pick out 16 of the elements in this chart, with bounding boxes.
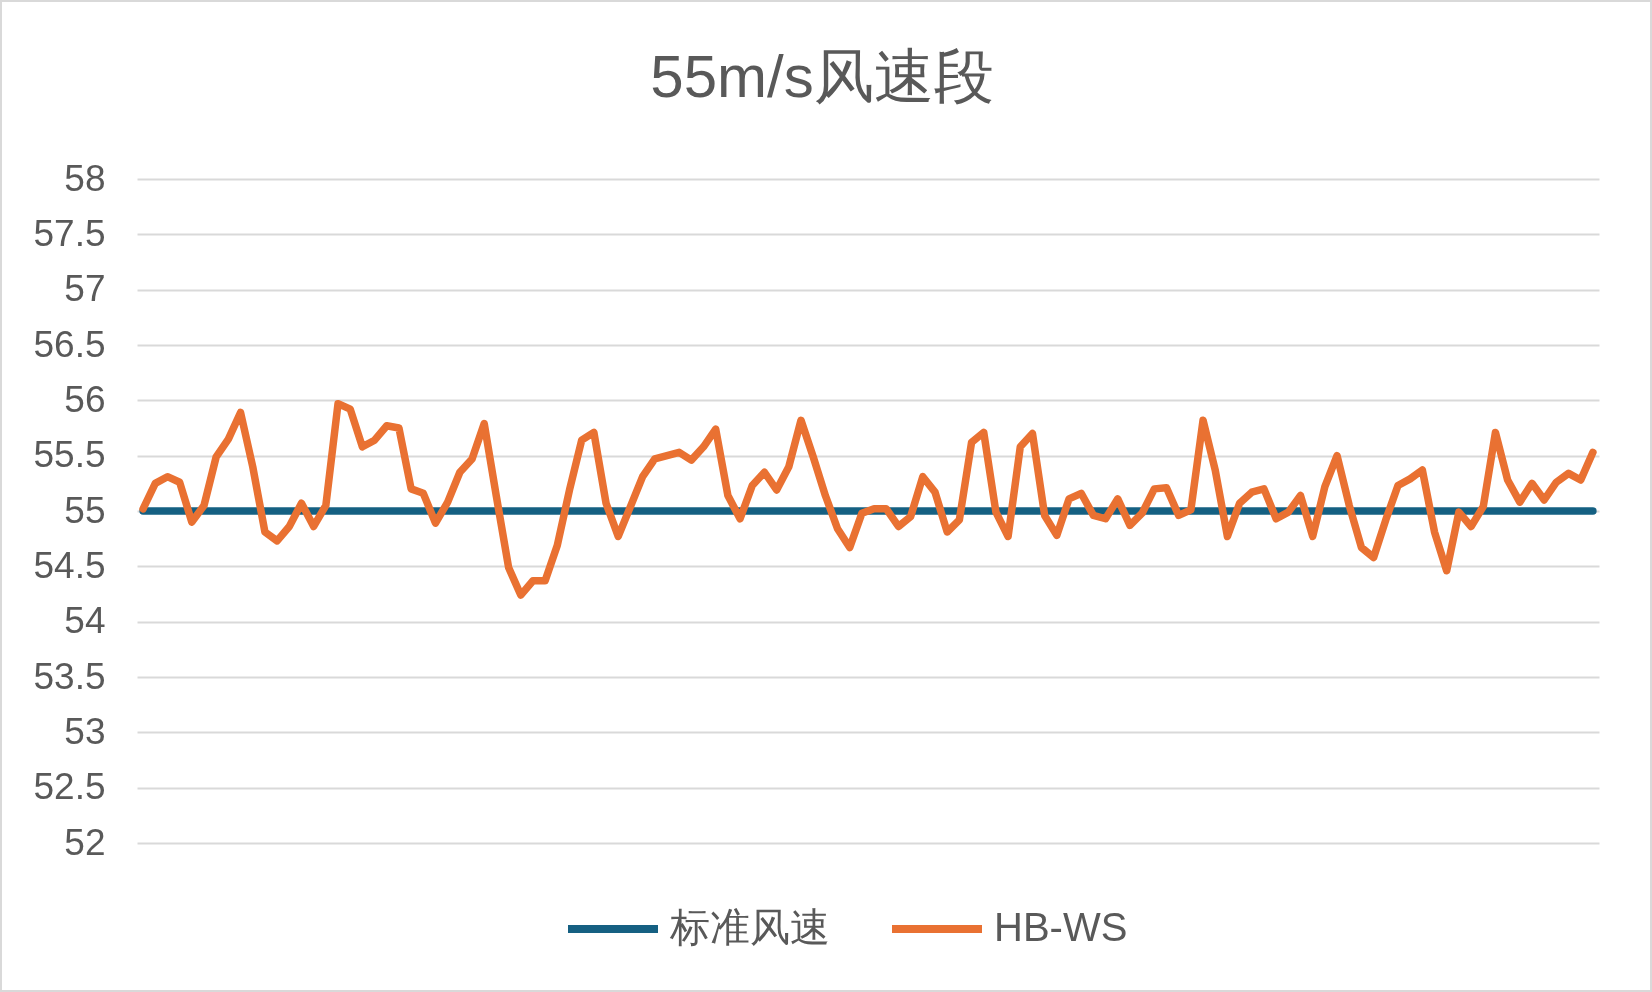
y-tick-label: 54.5	[33, 544, 106, 586]
y-tick-label: 52	[64, 821, 106, 863]
y-tick-label: 56.5	[33, 323, 106, 365]
y-tick-label: 58	[64, 157, 106, 199]
legend-label: 标准风速	[669, 905, 830, 949]
y-tick-label: 54	[64, 600, 106, 642]
y-tick-label: 52.5	[33, 766, 106, 808]
y-tick-label: 56	[64, 378, 106, 420]
y-tick-label: 53	[64, 710, 106, 752]
chart-title: 55m/s风速段	[650, 43, 994, 110]
y-tick-label: 55	[64, 489, 106, 531]
legend-label: HB-WS	[994, 905, 1128, 949]
y-tick-label: 57	[64, 268, 106, 310]
y-tick-label: 55.5	[33, 434, 106, 476]
y-tick-label: 57.5	[33, 212, 106, 254]
y-tick-label: 53.5	[33, 655, 106, 697]
